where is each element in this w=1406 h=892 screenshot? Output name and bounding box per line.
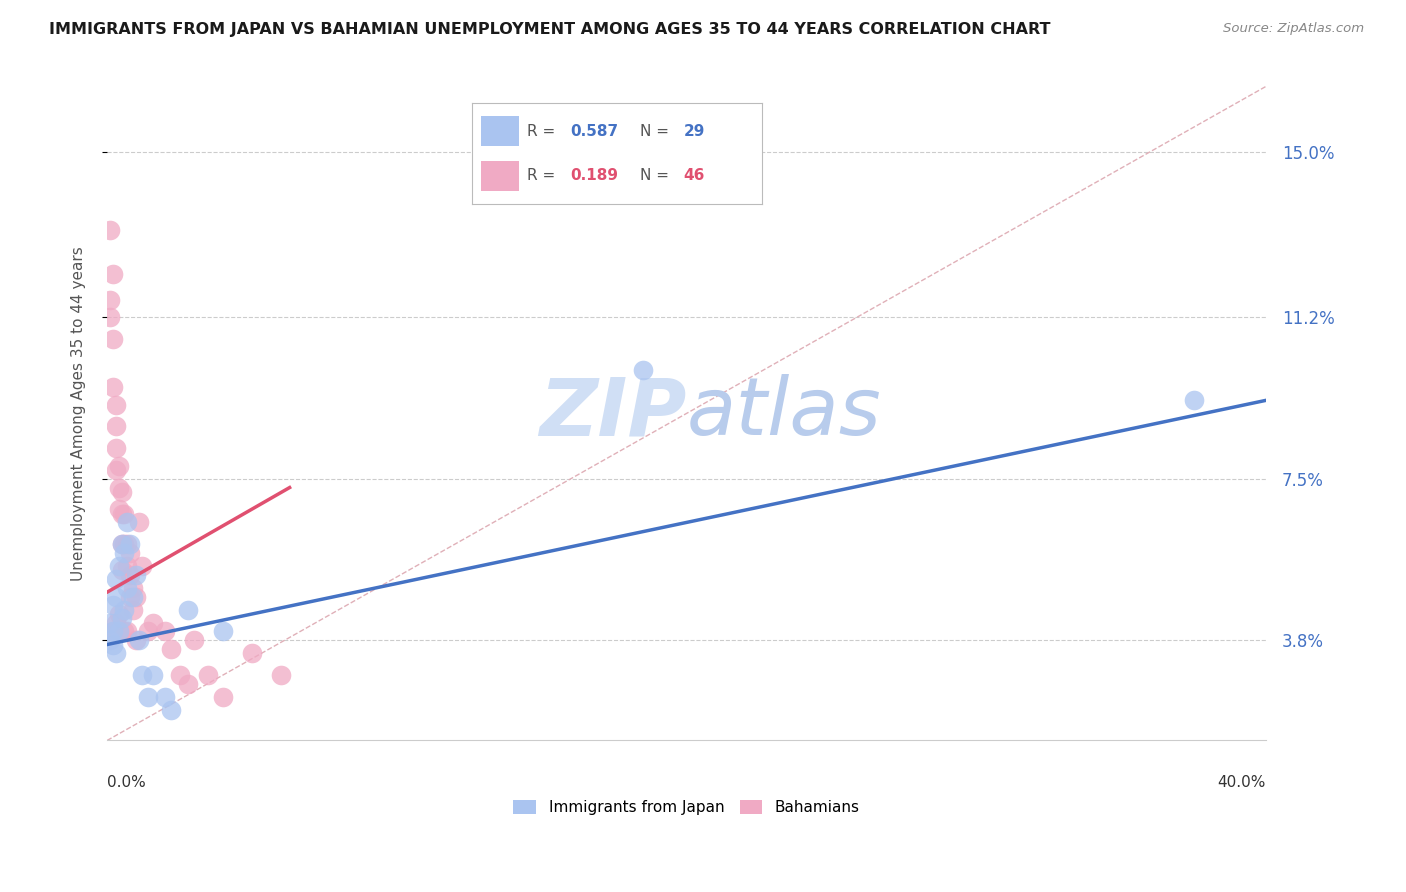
- Point: [117, 537, 139, 551]
- Point: [117, 559, 139, 574]
- Point: [125, 590, 148, 604]
- Point: [117, 624, 139, 639]
- Legend: Immigrants from Japan, Bahamians: Immigrants from Japan, Bahamians: [508, 794, 866, 822]
- Point: [107, 502, 129, 516]
- Point: [101, 624, 124, 639]
- Point: [110, 507, 132, 521]
- Point: [120, 537, 142, 551]
- Point: [128, 633, 150, 648]
- Point: [107, 607, 129, 621]
- Point: [101, 267, 124, 281]
- Point: [212, 690, 235, 704]
- Point: [120, 546, 142, 560]
- Point: [142, 615, 165, 630]
- Point: [101, 380, 124, 394]
- Point: [114, 507, 136, 521]
- Text: 40.0%: 40.0%: [1218, 775, 1265, 790]
- Point: [177, 602, 200, 616]
- Point: [177, 677, 200, 691]
- Point: [159, 641, 181, 656]
- Point: [114, 537, 136, 551]
- Point: [107, 624, 129, 639]
- Point: [107, 481, 129, 495]
- Point: [104, 419, 127, 434]
- Point: [122, 581, 145, 595]
- Point: [104, 398, 127, 412]
- Point: [159, 703, 181, 717]
- Point: [98, 615, 121, 630]
- Point: [98, 223, 121, 237]
- Point: [114, 602, 136, 616]
- Point: [240, 646, 263, 660]
- Point: [131, 668, 153, 682]
- Point: [120, 590, 142, 604]
- Point: [110, 611, 132, 625]
- Point: [110, 484, 132, 499]
- Point: [101, 638, 124, 652]
- Text: atlas: atlas: [686, 375, 882, 452]
- Point: [131, 559, 153, 574]
- Point: [107, 458, 129, 473]
- Point: [120, 567, 142, 582]
- Point: [631, 363, 654, 377]
- Point: [110, 537, 132, 551]
- Point: [104, 615, 127, 630]
- Point: [197, 668, 219, 682]
- Point: [122, 602, 145, 616]
- Text: Source: ZipAtlas.com: Source: ZipAtlas.com: [1223, 22, 1364, 36]
- Point: [98, 293, 121, 307]
- Point: [98, 310, 121, 325]
- Point: [153, 690, 176, 704]
- Point: [114, 624, 136, 639]
- Point: [169, 668, 191, 682]
- Text: IMMIGRANTS FROM JAPAN VS BAHAMIAN UNEMPLOYMENT AMONG AGES 35 TO 44 YEARS CORRELA: IMMIGRANTS FROM JAPAN VS BAHAMIAN UNEMPL…: [49, 22, 1050, 37]
- Point: [136, 690, 159, 704]
- Point: [136, 624, 159, 639]
- Point: [107, 559, 129, 574]
- Point: [1182, 393, 1205, 408]
- Point: [270, 668, 292, 682]
- Point: [114, 546, 136, 560]
- Point: [104, 590, 127, 604]
- Point: [153, 624, 176, 639]
- Point: [142, 668, 165, 682]
- Point: [128, 516, 150, 530]
- Point: [101, 332, 124, 346]
- Point: [104, 646, 127, 660]
- Point: [117, 516, 139, 530]
- Point: [104, 442, 127, 456]
- Point: [125, 633, 148, 648]
- Point: [104, 572, 127, 586]
- Point: [98, 633, 121, 648]
- Point: [117, 581, 139, 595]
- Y-axis label: Unemployment Among Ages 35 to 44 years: Unemployment Among Ages 35 to 44 years: [72, 246, 86, 581]
- Point: [110, 563, 132, 577]
- Point: [101, 599, 124, 613]
- Text: 0.0%: 0.0%: [107, 775, 146, 790]
- Point: [104, 463, 127, 477]
- Point: [101, 624, 124, 639]
- Point: [110, 537, 132, 551]
- Point: [183, 633, 205, 648]
- Text: ZIP: ZIP: [538, 375, 686, 452]
- Point: [122, 590, 145, 604]
- Point: [212, 624, 235, 639]
- Point: [125, 567, 148, 582]
